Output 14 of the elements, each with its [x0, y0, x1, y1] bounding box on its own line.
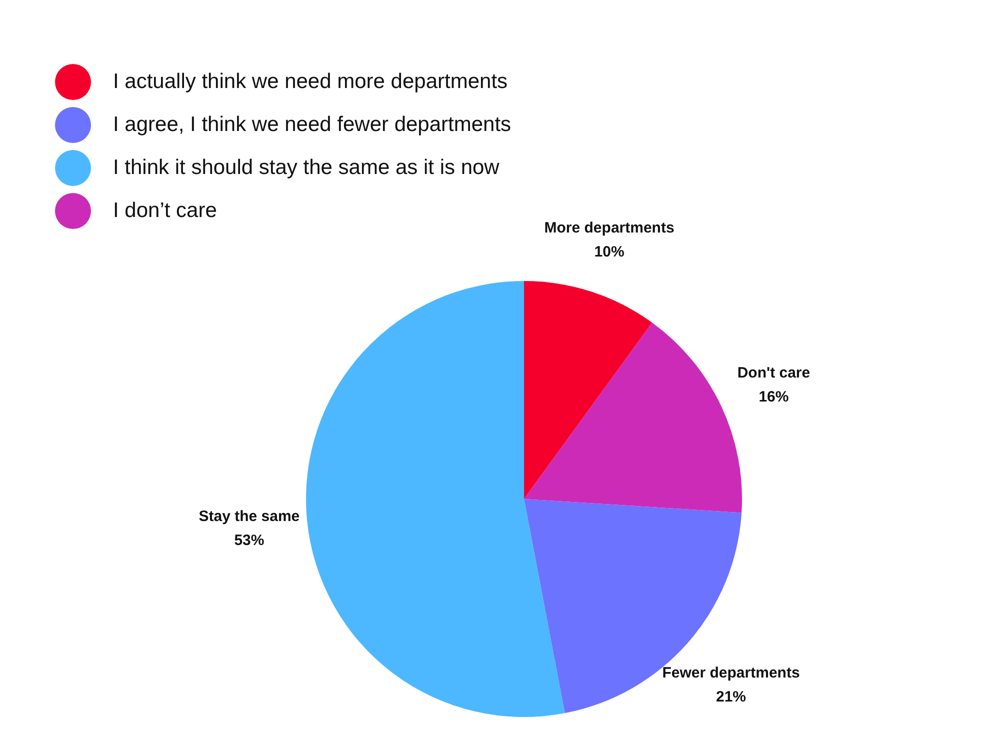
data-label: 53% — [234, 532, 264, 549]
text: I don’t care — [113, 198, 217, 222]
data-label: 16% — [758, 388, 789, 406]
slice-label: Fewer departments — [662, 664, 800, 682]
text: I agree, I think we need fewer departments — [113, 112, 512, 136]
pie-slice — [524, 281, 652, 499]
text: I think it should stay the same as it is now — [113, 156, 500, 178]
text: I actually think we need more departments — [113, 70, 508, 92]
data-label: 10% — [594, 244, 624, 261]
slice-label: Don't care — [737, 364, 810, 382]
data-label: 21% — [716, 688, 746, 706]
pie-slice — [306, 281, 565, 717]
slice-label: Stay the same — [198, 508, 300, 525]
slice-label: More departments — [544, 220, 674, 237]
